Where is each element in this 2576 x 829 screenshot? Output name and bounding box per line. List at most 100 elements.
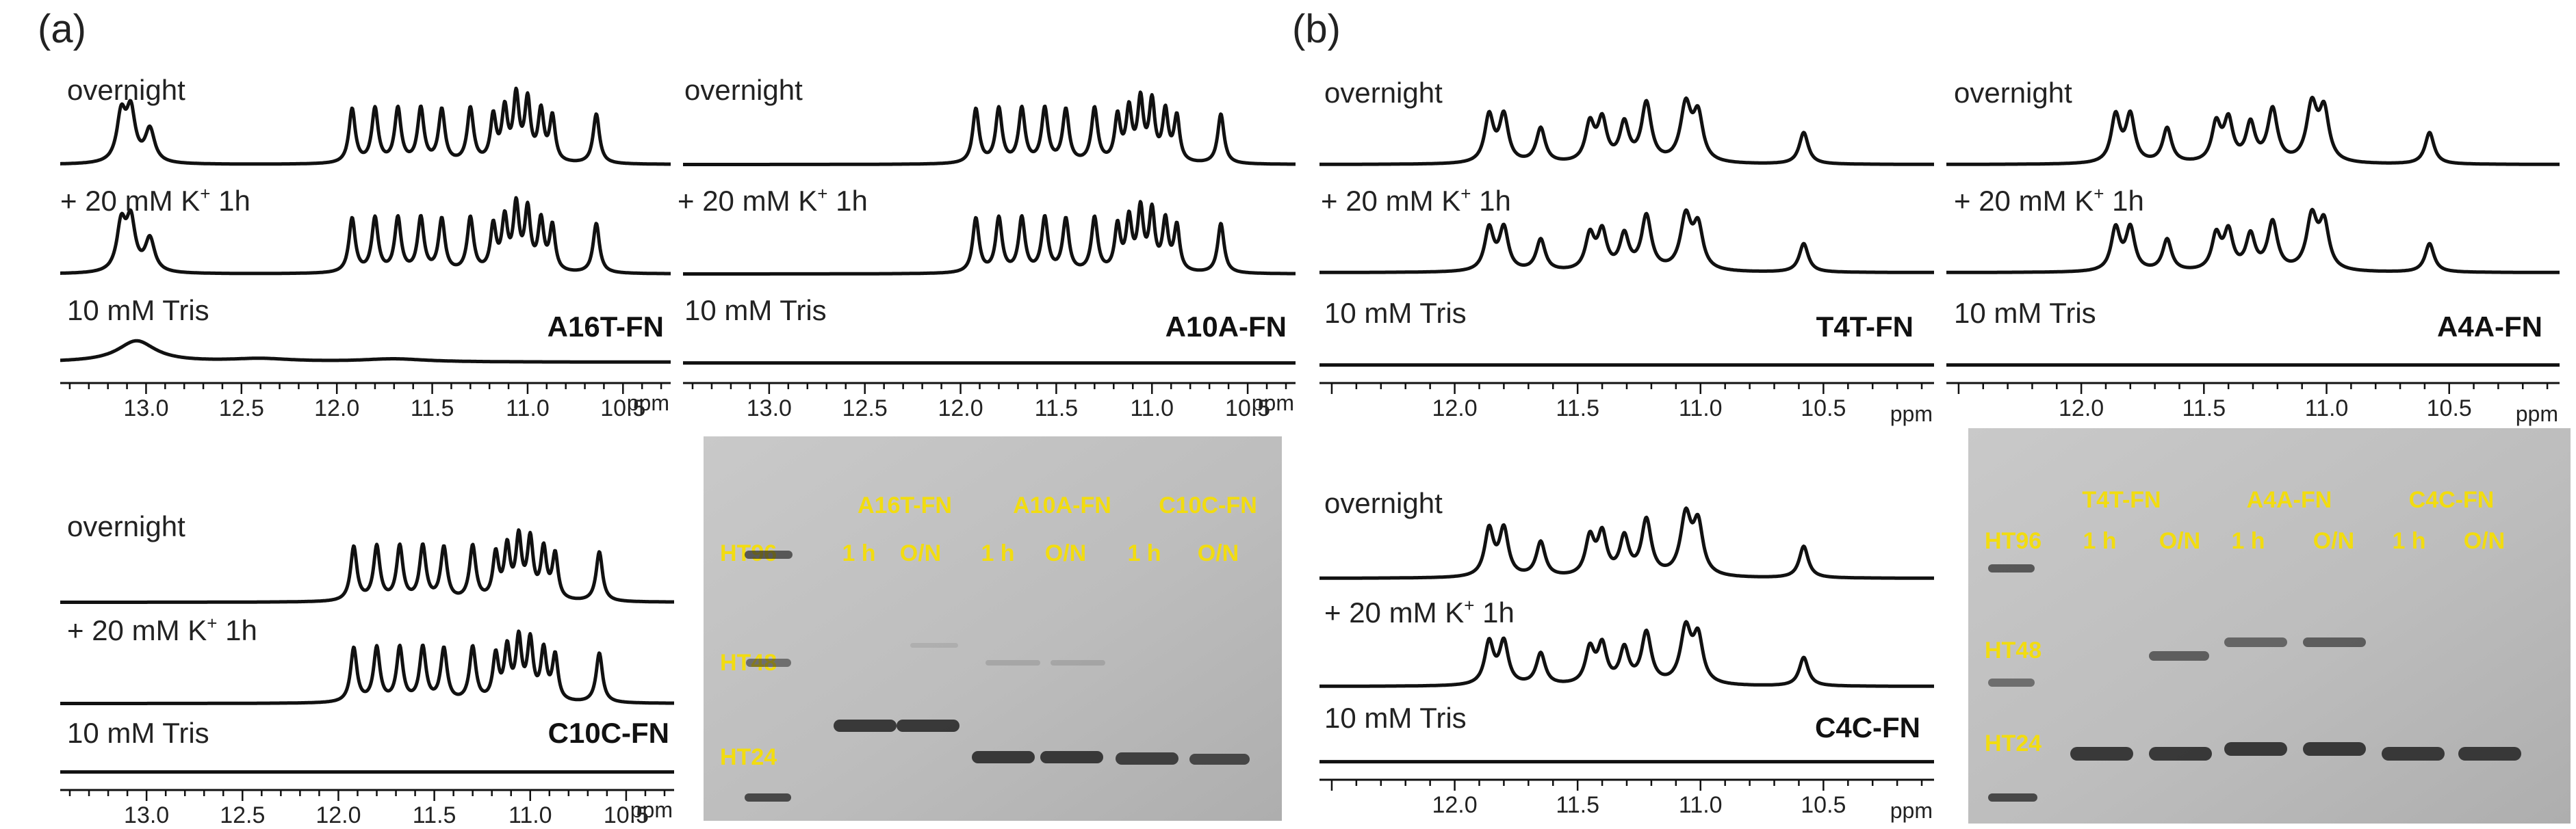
- k-superscript: +: [817, 183, 827, 204]
- label-c4c-k: + 20 mM K+ 1h: [1324, 595, 1515, 629]
- gel-b-marker-3: HT24: [1985, 731, 2042, 756]
- gel-b: T4T-FN A4A-FN C4C-FN 1 h O/N 1 h O/N 1 h…: [1968, 428, 2571, 824]
- trace-a16t-tris: [59, 339, 672, 364]
- tick-label: 12.5: [842, 395, 888, 421]
- trace-a10a-k: [682, 200, 1297, 276]
- axis-t4t: 12.0 11.5 11.0 10.5 ppm: [1319, 382, 1934, 426]
- gel-band: [2224, 637, 2287, 647]
- label-a4a-overnight: overnight: [1954, 77, 2072, 109]
- gel-a-bands: [745, 551, 1250, 802]
- trace-a10a-overnight: [682, 90, 1297, 166]
- trace-t4t-overnight: [1318, 96, 1935, 166]
- k-text: + 20 mM K: [1324, 596, 1464, 629]
- gel-b-lane-5: 1 h: [2392, 528, 2425, 554]
- tick-label: 13.0: [123, 395, 168, 421]
- k-suffix: 1h: [1474, 596, 1514, 629]
- label-a4a-k: + 20 mM K+ 1h: [1954, 183, 2144, 217]
- axis-a4a: 12.0 11.5 11.0 10.5 ppm: [1946, 382, 2560, 426]
- label-t4t-k: + 20 mM K+ 1h: [1321, 183, 1511, 217]
- sample-label-c4c: C4C-FN: [1815, 711, 1920, 744]
- gel-b-sample-3: C4C-FN: [2409, 487, 2495, 513]
- tick-label: 11.0: [1679, 395, 1723, 421]
- tick-label: 11.5: [1035, 395, 1079, 421]
- tick-label: 10.5: [1225, 395, 1270, 421]
- gel-a-lane-4: O/N: [1045, 540, 1086, 566]
- gel-band: [2458, 747, 2521, 761]
- spectrum-c10c: overnight + 20 mM K+ 1h 10 mM Tris C10C-…: [59, 510, 675, 828]
- label-t4t-tris: 10 mM Tris: [1324, 297, 1467, 329]
- sample-label-a4a: A4A-FN: [2437, 311, 2542, 343]
- gel-band: [745, 793, 791, 802]
- gel-band: [1988, 679, 2035, 687]
- gel-band: [2149, 747, 2212, 761]
- tick-label: 10.5: [2427, 395, 2472, 421]
- tick-label: 11.0: [1679, 792, 1723, 818]
- gel-b-sample-1: T4T-FN: [2082, 487, 2161, 513]
- tick-label: 11.5: [1556, 792, 1599, 818]
- gel-b-lane-2: O/N: [2159, 528, 2200, 554]
- axis-unit: ppm: [627, 391, 669, 415]
- label-a16t-tris: 10 mM Tris: [67, 294, 209, 326]
- spectrum-t4t: overnight + 20 mM K+ 1h 10 mM Tris T4T-F…: [1318, 77, 1935, 426]
- k-suffix: 1h: [210, 185, 250, 217]
- gel-band: [1040, 751, 1103, 763]
- k-text: + 20 mM K: [1321, 185, 1460, 217]
- label-c4c-overnight: overnight: [1324, 487, 1443, 519]
- label-t4t-overnight: overnight: [1324, 77, 1443, 109]
- spectrum-a4a: overnight + 20 mM K+ 1h 10 mM Tris A4A-F…: [1945, 77, 2561, 426]
- spectrum-c4c: overnight + 20 mM K+ 1h 10 mM Tris C4C-F…: [1318, 487, 1935, 823]
- axis-c4c: 12.0 11.5 11.0 10.5 ppm: [1319, 778, 1934, 823]
- gel-a-lane-6: O/N: [1198, 540, 1239, 566]
- axis-unit: ppm: [2516, 402, 2558, 426]
- gel-band: [910, 643, 958, 648]
- tick-label: 12.5: [220, 802, 265, 828]
- gel-band: [2070, 747, 2133, 761]
- tick-label: 10.5: [1801, 395, 1846, 421]
- tick-label: 12.0: [314, 395, 359, 421]
- gel-a: A16T-FN A10A-FN C10C-FN 1 h O/N 1 h O/N …: [704, 436, 1282, 821]
- sample-label-t4t: T4T-FN: [1816, 311, 1914, 343]
- gel-band: [2303, 742, 2366, 756]
- tick-label: 11.0: [506, 395, 550, 421]
- k-superscript: +: [1460, 183, 1471, 204]
- gel-band: [1988, 564, 2035, 573]
- gel-b-lane-4: O/N: [2313, 528, 2354, 554]
- gel-b-lane-1: 1 h: [2083, 528, 2116, 554]
- panel-label-a: (a): [38, 7, 86, 51]
- k-suffix: 1h: [2104, 185, 2143, 217]
- gel-band: [2303, 637, 2366, 647]
- k-suffix: 1h: [1471, 185, 1510, 217]
- trace-a4a-overnight: [1945, 95, 2561, 166]
- label-c4c-tris: 10 mM Tris: [1324, 702, 1467, 734]
- gel-band: [972, 751, 1035, 763]
- label-a10a-overnight: overnight: [684, 74, 803, 106]
- sample-label-c10c: C10C-FN: [548, 717, 669, 749]
- tick-label: 11.5: [411, 395, 454, 421]
- trace-a16t-overnight: [59, 86, 672, 166]
- trace-c10c-overnight: [59, 528, 675, 604]
- gel-b-lane-6: O/N: [2464, 528, 2505, 554]
- label-c10c-tris: 10 mM Tris: [67, 717, 209, 749]
- trace-c4c-k: [1318, 620, 1935, 688]
- gel-band: [986, 660, 1040, 666]
- gel-b-marker-2: HT48: [1985, 637, 2042, 663]
- tick-label: 11.5: [413, 802, 456, 828]
- gel-band: [1051, 660, 1105, 666]
- tick-label: 12.0: [1432, 792, 1477, 818]
- gel-b-sample-2: A4A-FN: [2247, 487, 2332, 513]
- panel-label-b: (b): [1292, 7, 1341, 51]
- tick-label: 13.0: [747, 395, 792, 421]
- tick-label: 10.5: [600, 395, 645, 421]
- gel-b-lane-3: 1 h: [2231, 528, 2265, 554]
- gel-b-bands: [1988, 564, 2521, 802]
- trace-c4c-overnight: [1318, 506, 1935, 580]
- label-c10c-overnight: overnight: [67, 510, 185, 542]
- k-superscript: +: [200, 183, 210, 204]
- trace-a16t-k: [59, 196, 672, 276]
- gel-band: [745, 551, 793, 559]
- tick-label: 11.5: [1556, 395, 1599, 421]
- gel-band: [2149, 651, 2209, 661]
